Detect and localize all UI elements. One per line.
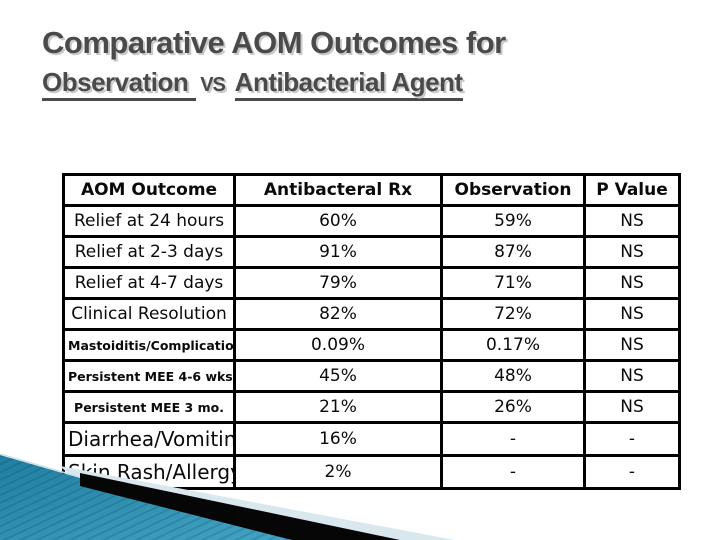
outcome-cell: Mastoiditis/Complication bbox=[62, 328, 236, 362]
outcome-cell: Skin Rash/Allergy bbox=[62, 454, 236, 490]
outcome-cell: Persistent MEE 4-6 wks bbox=[62, 359, 236, 393]
title-observation-underlined: Observation bbox=[42, 67, 197, 102]
title-vs: vs bbox=[200, 74, 226, 97]
rx-value-cell: 45% bbox=[233, 359, 443, 393]
table-header-row: AOM Outcome Antibacteral Rx Observation … bbox=[62, 173, 681, 207]
table-row: Relief at 24 hours 60% 59% NS bbox=[62, 204, 681, 238]
rx-value-cell: 79% bbox=[233, 266, 443, 300]
p-value-cell: NS bbox=[583, 204, 681, 238]
outcome-cell: Diarrhea/Vomiting bbox=[62, 421, 236, 457]
table-row: Relief at 4-7 days 79% 71% NS bbox=[62, 266, 681, 300]
rx-value-cell: 2% bbox=[233, 454, 443, 490]
observation-value-cell: - bbox=[440, 454, 586, 490]
title-line-1: Comparative AOM Outcomes for bbox=[42, 25, 506, 60]
table-row: Persistent MEE 4-6 wks 45% 48% NS bbox=[62, 359, 681, 393]
title-line-2: Observation vs Antibacterial Agent bbox=[42, 67, 506, 102]
outcome-cell: Clinical Resolution bbox=[62, 297, 236, 331]
table-row: Persistent MEE 3 mo. 21% 26% NS bbox=[62, 390, 681, 424]
observation-value-cell: - bbox=[440, 421, 586, 457]
rx-value-cell: 91% bbox=[233, 235, 443, 269]
p-value-cell: NS bbox=[583, 297, 681, 331]
outcome-cell: Relief at 2-3 days bbox=[62, 235, 236, 269]
observation-value-cell: 59% bbox=[440, 204, 586, 238]
rx-value-cell: 21% bbox=[233, 390, 443, 424]
table-row: Mastoiditis/Complication 0.09% 0.17% NS bbox=[62, 328, 681, 362]
table-row: Clinical Resolution 82% 72% NS bbox=[62, 297, 681, 331]
outcome-cell: Relief at 24 hours bbox=[62, 204, 236, 238]
header-antibacteral-rx: Antibacteral Rx bbox=[233, 173, 443, 207]
slide-title: Comparative AOM Outcomes for Observation… bbox=[42, 25, 506, 102]
p-value-cell: NS bbox=[583, 328, 681, 362]
p-value-cell: - bbox=[583, 421, 681, 457]
observation-value-cell: 26% bbox=[440, 390, 586, 424]
table-row: Relief at 2-3 days 91% 87% NS bbox=[62, 235, 681, 269]
p-value-cell: NS bbox=[583, 359, 681, 393]
observation-value-cell: 71% bbox=[440, 266, 586, 300]
p-value-cell: - bbox=[583, 454, 681, 490]
outcome-cell: Relief at 4-7 days bbox=[62, 266, 236, 300]
rx-value-cell: 60% bbox=[233, 204, 443, 238]
table-row: Diarrhea/Vomiting 16% - - bbox=[62, 421, 681, 457]
observation-value-cell: 87% bbox=[440, 235, 586, 269]
header-p-value: P Value bbox=[583, 173, 681, 207]
header-aom-outcome: AOM Outcome bbox=[62, 173, 236, 207]
table-row: Skin Rash/Allergy 2% - - bbox=[62, 454, 681, 490]
rx-value-cell: 16% bbox=[233, 421, 443, 457]
observation-value-cell: 48% bbox=[440, 359, 586, 393]
title-antibacterial-underlined: Antibacterial Agent bbox=[234, 67, 463, 102]
rx-value-cell: 82% bbox=[233, 297, 443, 331]
observation-value-cell: 0.17% bbox=[440, 328, 586, 362]
p-value-cell: NS bbox=[583, 266, 681, 300]
aom-outcomes-table: AOM Outcome Antibacteral Rx Observation … bbox=[62, 173, 681, 490]
p-value-cell: NS bbox=[583, 235, 681, 269]
outcome-cell: Persistent MEE 3 mo. bbox=[62, 390, 236, 424]
outcomes-table-body: Relief at 24 hours 60% 59% NS Relief at 2-3 … bbox=[62, 204, 681, 490]
observation-value-cell: 72% bbox=[440, 297, 586, 331]
rx-value-cell: 0.09% bbox=[233, 328, 443, 362]
header-observation: Observation bbox=[440, 173, 586, 207]
p-value-cell: NS bbox=[583, 390, 681, 424]
